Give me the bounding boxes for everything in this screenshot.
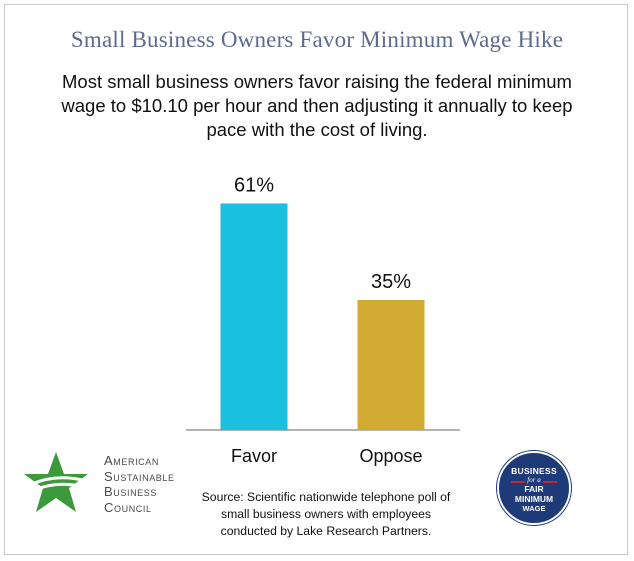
badge-line: FAIR <box>524 484 544 494</box>
chart-title: Small Business Owners Favor Minimum Wage… <box>70 27 564 52</box>
bar-favor <box>220 203 288 430</box>
badge-line: for a <box>527 476 541 484</box>
source-note: Source: Scientific nationwide telephone … <box>201 490 451 538</box>
fair-minimum-wage-badge: BUSINESS for a FAIR MINIMUM WAGE <box>497 451 571 525</box>
category-label: Favor <box>231 446 277 466</box>
bar-oppose <box>357 300 425 430</box>
asbc-logo-text: American Sustainable Business Council <box>104 453 175 515</box>
asbc-line: American <box>104 453 159 468</box>
asbc-logo: American Sustainable Business Council <box>22 450 202 520</box>
badge-line: WAGE <box>522 504 546 513</box>
asbc-line: Business <box>104 484 157 499</box>
badge-line: BUSINESS <box>511 466 557 476</box>
value-label: 61% <box>234 174 274 196</box>
chart-subtitle: Most small business owners favor raising… <box>61 71 573 140</box>
asbc-line: Sustainable <box>104 468 175 484</box>
badge-line: MINIMUM <box>514 494 554 504</box>
category-label: Oppose <box>359 446 422 466</box>
badge-stripe <box>543 481 557 483</box>
value-label: 35% <box>371 271 411 293</box>
star-icon <box>24 452 88 512</box>
badge-stripe <box>511 481 525 483</box>
asbc-line: Council <box>104 499 152 515</box>
